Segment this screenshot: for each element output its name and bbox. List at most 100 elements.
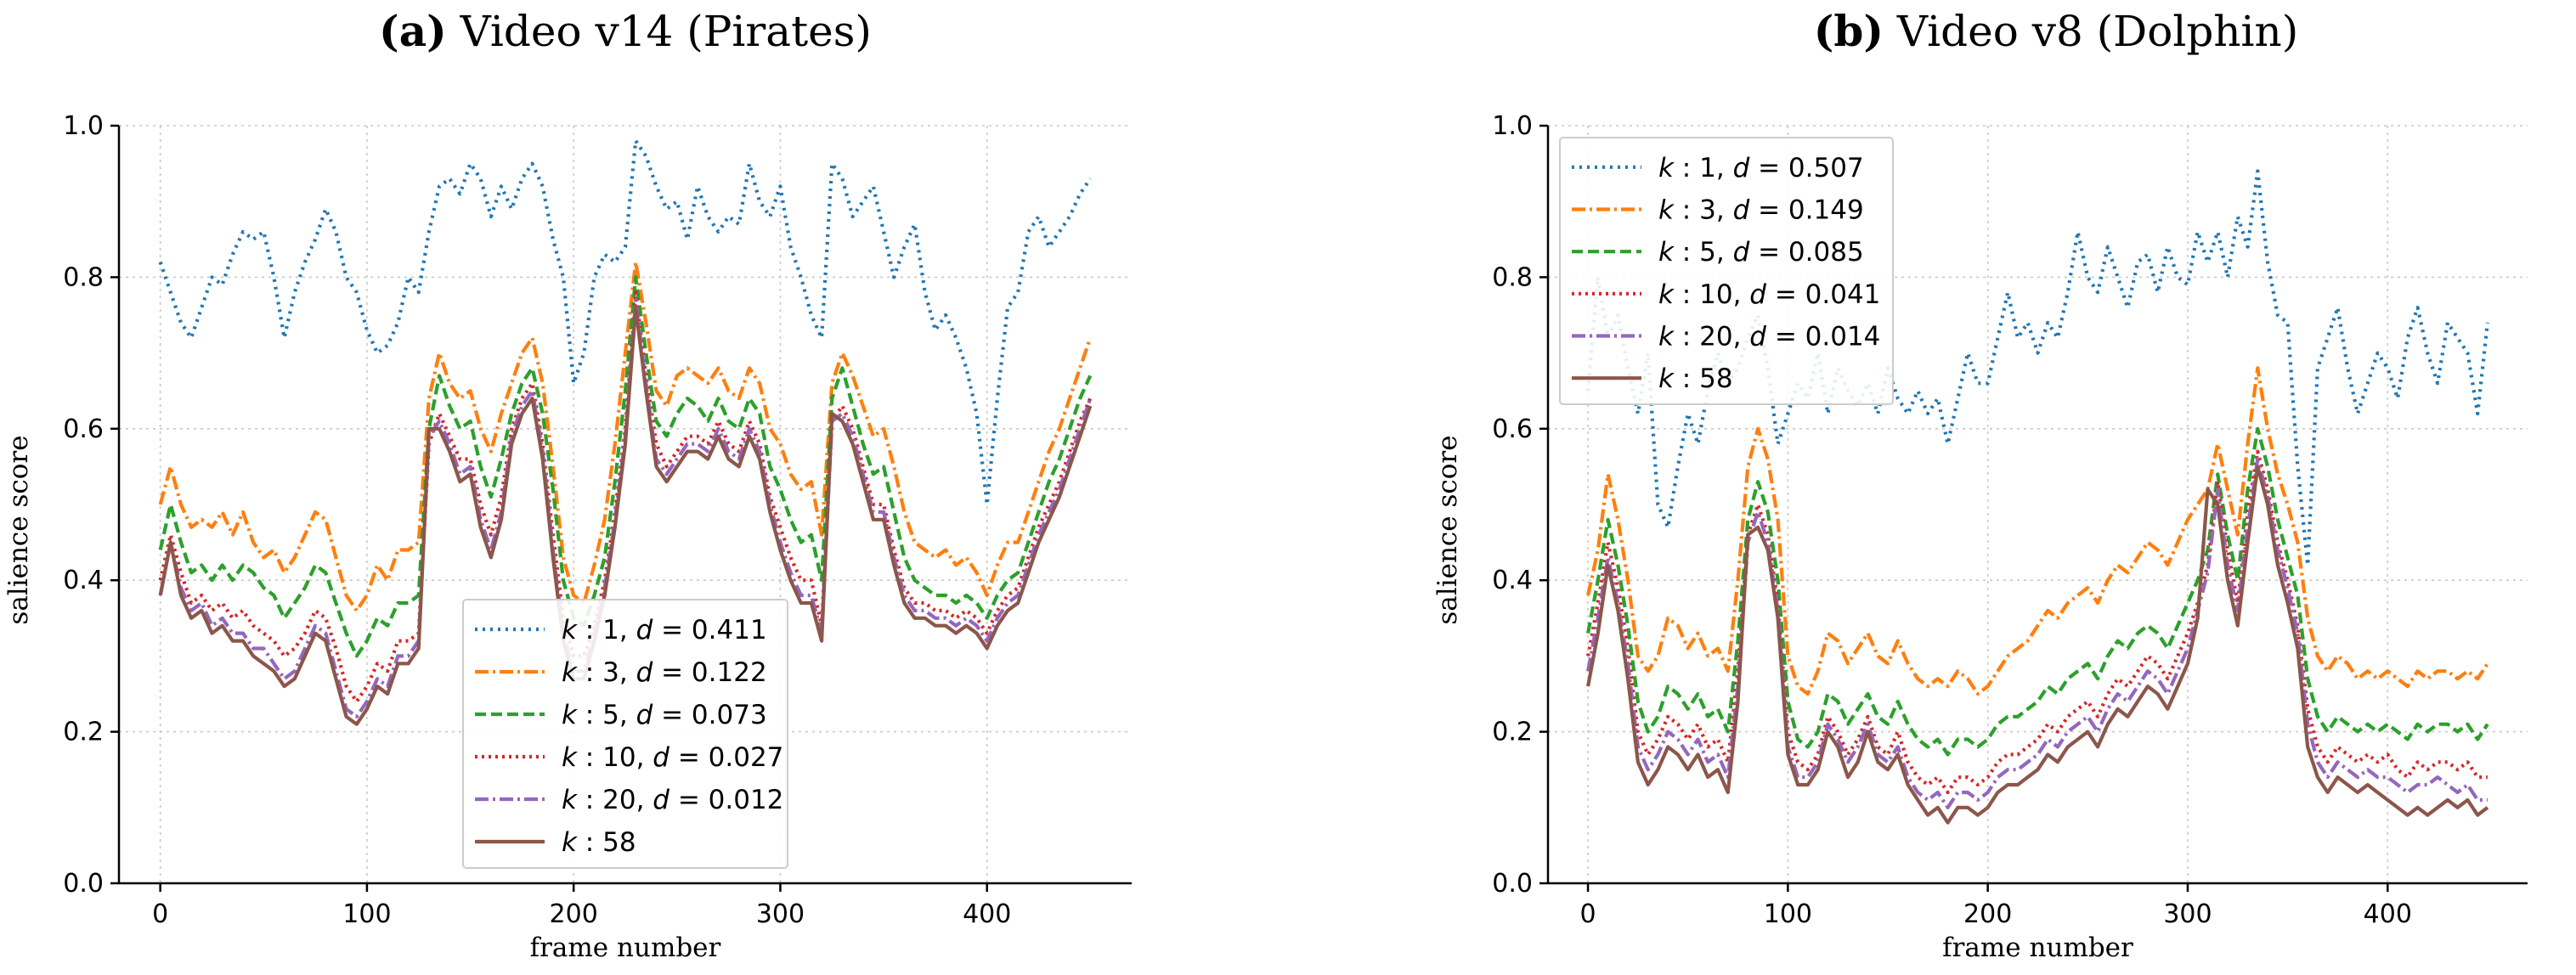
y-tick-label: 0.2 <box>1492 718 1533 747</box>
chart-title-text: Video v8 (Dolphin) <box>1884 7 2298 56</box>
legend-d-value: = 0.027 <box>669 742 783 773</box>
x-tick-label: 0 <box>152 899 168 929</box>
series-line-k58 <box>1586 465 2489 825</box>
legend-frame <box>1559 137 1894 405</box>
y-tick-label: 1.0 <box>1492 111 1533 141</box>
legend-d-symbol: d <box>1733 237 1750 268</box>
legend-d-symbol: d <box>1733 195 1750 226</box>
legend-sep: , <box>1733 279 1750 310</box>
y-tick-label: 0.4 <box>63 566 104 595</box>
legend-k-value: : 58 <box>1674 364 1733 394</box>
series-group <box>158 138 1093 726</box>
series-line-k1 <box>1586 169 2489 567</box>
legend-d-symbol: d <box>652 742 669 773</box>
y-tick-label: 0.0 <box>63 869 104 899</box>
chart-title-prefix: (a) <box>379 6 447 56</box>
x-tick-label: 100 <box>1764 899 1812 929</box>
legend-d-symbol: d <box>1749 322 1766 352</box>
legend-d-value: = 0.041 <box>1766 279 1880 310</box>
legend-k-value: : 3 <box>577 657 619 688</box>
legend-k-symbol: k <box>1658 237 1675 268</box>
legend-k-symbol: k <box>1658 322 1675 352</box>
y-tick-label: 0.8 <box>1492 262 1533 292</box>
series-line-k3 <box>1586 366 2489 696</box>
legend-k-value: : 3 <box>1674 195 1716 226</box>
series-line-k3 <box>158 260 1093 612</box>
legend-k-value: : 20 <box>577 785 636 815</box>
legend-d-symbol: d <box>636 615 653 645</box>
x-tick-label: 200 <box>1963 899 2012 929</box>
legend-sep: , <box>636 742 653 773</box>
legend-d-value: = 0.149 <box>1749 195 1863 226</box>
legend-k-value: : 5 <box>1674 237 1716 268</box>
x-tick-label: 200 <box>550 899 598 929</box>
legend-k-symbol: k <box>1658 279 1675 310</box>
legend-k-value: : 10 <box>577 742 636 773</box>
legend-entry-k3: k : 3, d = 0.149 <box>1658 195 1864 226</box>
legend-k-value: : 10 <box>1674 279 1733 310</box>
legend-k-value: : 5 <box>577 700 619 730</box>
legend-entry-k58: k : 58 <box>562 827 636 858</box>
legend-sep: , <box>1716 153 1733 183</box>
legend-d-value: = 0.122 <box>652 657 766 688</box>
legend-entry-k1: k : 1, d = 0.411 <box>562 615 767 645</box>
legend-k-symbol: k <box>1658 195 1675 226</box>
x-tick-label: 300 <box>2163 899 2212 929</box>
x-tick-label: 0 <box>1580 899 1596 929</box>
legend-d-symbol: d <box>636 657 653 688</box>
legend-entry-k1: k : 1, d = 0.507 <box>1658 153 1864 183</box>
legend-entry-k58: k : 58 <box>1658 364 1733 394</box>
chart-title: (b) Video v8 (Dolphin) <box>1814 6 2299 56</box>
legend-d-value: = 0.507 <box>1749 153 1863 183</box>
x-axis-label: frame number <box>530 933 721 963</box>
legend-k-value: : 1 <box>1674 153 1716 183</box>
series-group <box>1586 169 2489 825</box>
series-line-k10 <box>1586 449 2488 795</box>
y-tick-label: 0.8 <box>63 262 104 292</box>
legend-k-symbol: k <box>562 827 578 858</box>
legend-entry-k3: k : 3, d = 0.122 <box>562 657 767 688</box>
legend-entry-k10: k : 10, d = 0.027 <box>562 742 783 773</box>
legend-sep: , <box>1716 195 1733 226</box>
legend-sep: , <box>1733 322 1750 352</box>
legend-k-symbol: k <box>562 700 578 730</box>
legend-d-symbol: d <box>636 700 653 730</box>
x-tick-label: 400 <box>963 899 1011 929</box>
legend-d-symbol: d <box>1733 153 1750 183</box>
legend-k-value: : 58 <box>577 827 636 858</box>
series-line-k5 <box>158 275 1093 658</box>
legend-sep: , <box>636 785 653 815</box>
panel-a: (a) Video v14 (Pirates) 0.0 0.2 0.4 0.6 0.8 1.… <box>3 6 1132 963</box>
series-line-k20 <box>1586 457 2488 809</box>
legend-d-symbol: d <box>652 785 669 815</box>
y-axis-label: salience score <box>3 435 34 624</box>
y-tick-label: 0.6 <box>63 414 104 444</box>
legend-sep: , <box>1716 237 1733 268</box>
chart-title-prefix: (b) <box>1814 6 1884 56</box>
x-tick-label: 300 <box>756 899 805 929</box>
y-tick-label: 0.0 <box>1492 869 1533 899</box>
y-tick-label: 0.6 <box>1492 414 1533 444</box>
x-tick-label: 100 <box>342 899 391 929</box>
x-axis-label: frame number <box>1942 933 2133 963</box>
chart-title-text: Video v14 (Pirates) <box>447 7 872 56</box>
legend-d-value: = 0.012 <box>669 785 783 815</box>
legend-k-symbol: k <box>562 742 578 773</box>
y-tick-label: 0.2 <box>63 718 104 747</box>
series-line-k5 <box>1586 426 2489 757</box>
y-tick-label: 1.0 <box>63 111 104 141</box>
panel-b: (b) Video v8 (Dolphin) 0.0 0.2 0.4 0.6 0.8 1.0… <box>1432 6 2528 963</box>
legend-k-symbol: k <box>562 615 578 645</box>
legend-d-value: = 0.073 <box>652 700 766 730</box>
y-tick-label: 0.4 <box>1492 566 1533 595</box>
legend-k-value: : 1 <box>577 615 619 645</box>
legend-d-value: = 0.014 <box>1766 322 1880 352</box>
legend-entry-k20: k : 20, d = 0.014 <box>1658 322 1880 352</box>
legend-k-symbol: k <box>1658 364 1675 394</box>
legend-entry-k5: k : 5, d = 0.085 <box>1658 237 1864 268</box>
legend-d-value: = 0.085 <box>1749 237 1863 268</box>
series-line-k58 <box>158 306 1093 726</box>
